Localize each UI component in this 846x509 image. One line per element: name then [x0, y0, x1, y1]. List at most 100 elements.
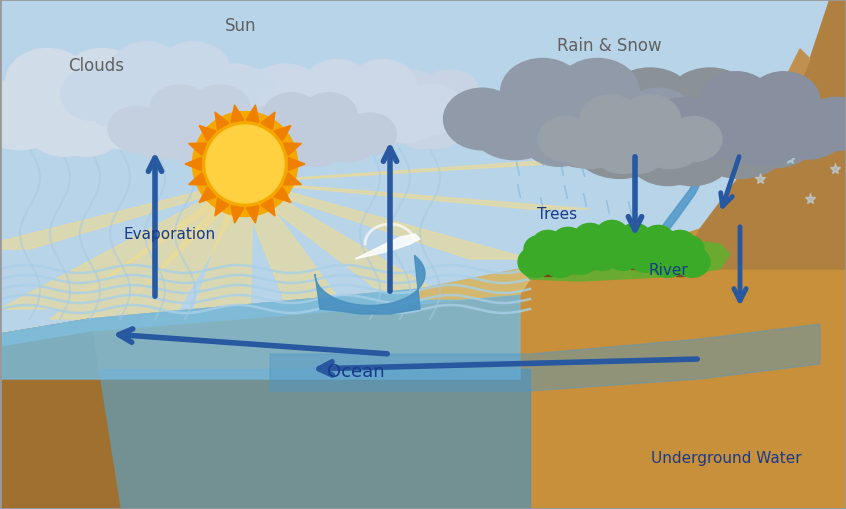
Ellipse shape [538, 244, 574, 275]
Ellipse shape [569, 102, 670, 179]
Ellipse shape [544, 233, 576, 260]
Ellipse shape [674, 247, 710, 278]
Ellipse shape [223, 114, 277, 156]
Ellipse shape [604, 226, 636, 253]
Ellipse shape [570, 231, 610, 265]
Ellipse shape [606, 237, 642, 268]
Polygon shape [261, 113, 275, 130]
Ellipse shape [528, 238, 568, 271]
Ellipse shape [343, 114, 396, 156]
Polygon shape [274, 126, 291, 142]
Polygon shape [750, 50, 810, 150]
Ellipse shape [380, 71, 441, 119]
Ellipse shape [664, 231, 696, 258]
Polygon shape [185, 158, 201, 171]
Ellipse shape [168, 93, 252, 157]
Ellipse shape [666, 118, 722, 162]
Ellipse shape [469, 90, 561, 160]
Ellipse shape [206, 126, 284, 204]
Ellipse shape [193, 112, 298, 217]
Bar [358, 107, 502, 131]
Ellipse shape [734, 101, 818, 168]
Ellipse shape [310, 69, 409, 141]
Polygon shape [199, 126, 216, 142]
Ellipse shape [291, 125, 343, 167]
Bar [654, 249, 662, 271]
Ellipse shape [656, 236, 688, 263]
Polygon shape [215, 199, 229, 216]
Polygon shape [283, 174, 301, 186]
Bar [564, 251, 572, 273]
Polygon shape [0, 183, 253, 309]
Ellipse shape [206, 108, 273, 159]
Ellipse shape [501, 60, 585, 125]
Ellipse shape [532, 231, 564, 258]
Ellipse shape [586, 104, 674, 167]
Ellipse shape [126, 108, 194, 159]
Bar [85, 86, 255, 114]
Ellipse shape [542, 105, 619, 167]
Ellipse shape [277, 125, 329, 167]
Ellipse shape [552, 228, 584, 255]
Polygon shape [315, 256, 425, 315]
Ellipse shape [767, 99, 846, 160]
Text: Trees: Trees [537, 206, 577, 221]
Polygon shape [0, 269, 520, 409]
Polygon shape [237, 183, 530, 260]
Ellipse shape [108, 107, 164, 152]
Ellipse shape [146, 82, 212, 135]
Bar [572, 123, 788, 159]
Bar [608, 244, 616, 267]
Ellipse shape [638, 233, 678, 267]
Ellipse shape [247, 65, 323, 125]
Ellipse shape [338, 93, 394, 137]
Ellipse shape [84, 80, 176, 150]
Ellipse shape [338, 98, 400, 149]
Ellipse shape [304, 61, 371, 115]
Ellipse shape [520, 105, 597, 167]
Ellipse shape [127, 82, 194, 135]
Ellipse shape [215, 107, 285, 163]
Ellipse shape [548, 235, 588, 268]
Ellipse shape [212, 68, 279, 121]
Bar [243, 127, 377, 150]
Polygon shape [190, 183, 253, 321]
Ellipse shape [47, 96, 124, 157]
Ellipse shape [316, 115, 379, 162]
Ellipse shape [588, 226, 620, 253]
Ellipse shape [672, 236, 704, 263]
Ellipse shape [700, 73, 772, 129]
Ellipse shape [650, 119, 734, 186]
Ellipse shape [650, 247, 686, 278]
Ellipse shape [236, 107, 292, 152]
Ellipse shape [614, 81, 746, 177]
Ellipse shape [14, 61, 135, 148]
Polygon shape [680, 0, 846, 269]
Ellipse shape [320, 98, 382, 149]
Ellipse shape [437, 93, 503, 145]
Polygon shape [237, 183, 450, 299]
Ellipse shape [673, 99, 752, 160]
Text: Ocean: Ocean [327, 362, 384, 381]
Ellipse shape [542, 101, 626, 168]
Ellipse shape [156, 94, 244, 158]
Bar [586, 247, 594, 269]
Polygon shape [189, 174, 206, 186]
Ellipse shape [386, 79, 474, 143]
Polygon shape [0, 269, 520, 346]
Text: Evaporation: Evaporation [124, 227, 215, 242]
Ellipse shape [124, 79, 201, 140]
Ellipse shape [83, 69, 162, 130]
Ellipse shape [61, 49, 145, 115]
Polygon shape [231, 206, 244, 223]
Text: River: River [649, 262, 688, 277]
Ellipse shape [0, 80, 66, 150]
Ellipse shape [652, 242, 688, 273]
Ellipse shape [235, 107, 305, 163]
Ellipse shape [562, 244, 598, 275]
Ellipse shape [615, 231, 655, 265]
Polygon shape [189, 144, 206, 156]
Ellipse shape [542, 247, 578, 278]
Ellipse shape [642, 226, 674, 253]
Ellipse shape [627, 229, 659, 256]
